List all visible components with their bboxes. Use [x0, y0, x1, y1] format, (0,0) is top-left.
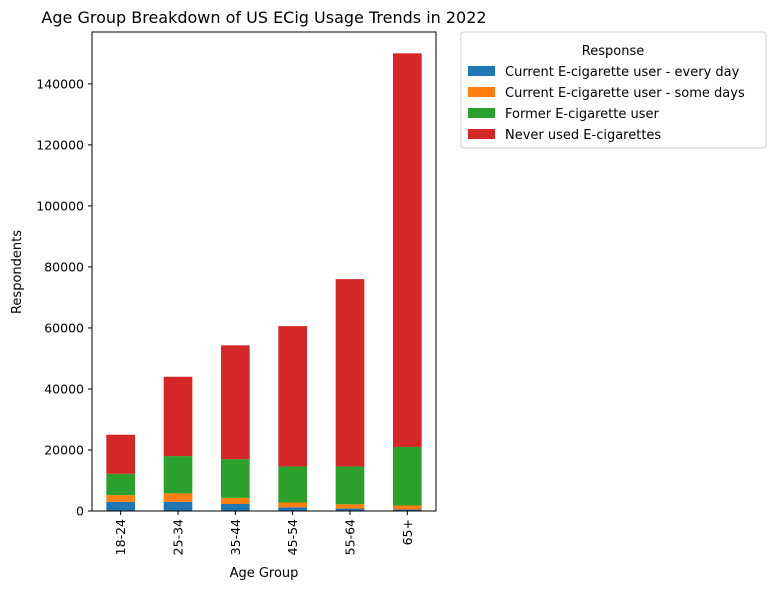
- x-tick-label: 45-54: [285, 519, 300, 555]
- bar-45-54-series-0: [278, 507, 307, 511]
- bar-45-54-series-1: [278, 502, 307, 508]
- bar-65+-series-1: [393, 505, 422, 510]
- bar-65+-series-2: [393, 446, 422, 506]
- legend-label: Current E-cigarette user - every day: [505, 65, 740, 80]
- bar-18-24-series-3: [106, 434, 135, 474]
- bar-25-34-series-2: [163, 456, 193, 494]
- bar-55-64-series-2: [335, 466, 365, 505]
- y-tick-label: 60000: [44, 320, 84, 335]
- bar-35-44-series-1: [221, 497, 250, 504]
- legend-swatch: [468, 66, 495, 76]
- plot-frame: [91, 31, 437, 512]
- x-tick-label: 35-44: [228, 519, 243, 555]
- bar-18-24-series-2: [106, 473, 135, 496]
- x-tick-label: 55-64: [343, 519, 358, 555]
- y-tick-label: 40000: [44, 381, 84, 396]
- bar-25-34-series-3: [163, 376, 193, 457]
- x-tick-label: 18-24: [113, 519, 128, 555]
- legend-label: Former E-cigarette user: [505, 107, 659, 122]
- legend-swatch: [468, 108, 495, 118]
- axes-layer: 0 20000 40000 60000 80000 100000 120000 140000 1…: [36, 31, 437, 555]
- bar-18-24-series-1: [106, 495, 135, 502]
- bars-layer: [106, 53, 422, 511]
- bar-65+-series-3: [393, 53, 422, 447]
- bar-55-64-series-3: [335, 279, 365, 467]
- x-tick-label: 65+: [400, 519, 415, 545]
- y-tick-label: 20000: [44, 442, 84, 457]
- y-tick-label: 80000: [44, 259, 84, 274]
- legend-swatch: [468, 87, 495, 97]
- bar-35-44-series-2: [221, 459, 250, 498]
- x-axis-label: Age Group: [230, 566, 299, 581]
- bar-35-44-series-3: [221, 345, 250, 460]
- bar-55-64-series-1: [335, 504, 365, 509]
- bar-25-34-series-0: [163, 501, 193, 511]
- bar-18-24-series-0: [106, 501, 135, 511]
- chart-title: Age Group Breakdown of US ECig Usage Tre…: [41, 8, 486, 27]
- y-tick-label: 100000: [36, 198, 84, 213]
- legend-items: Current E-cigarette user - every day Curr…: [468, 65, 745, 143]
- bar-25-34-series-1: [163, 493, 193, 502]
- y-tick-label: 120000: [36, 137, 84, 152]
- y-axis-label: Respondents: [10, 230, 25, 314]
- y-tick-label: 0: [76, 504, 84, 519]
- x-tick-label: 25-34: [171, 519, 186, 555]
- bar-65+-series-0: [393, 509, 422, 511]
- legend-title: Response: [582, 44, 644, 59]
- y-tick-label: 140000: [36, 76, 84, 91]
- bar-45-54-series-3: [278, 326, 307, 467]
- legend-label: Current E-cigarette user - some days: [505, 86, 745, 101]
- legend-frame: [460, 31, 767, 149]
- bar-45-54-series-2: [278, 466, 307, 503]
- legend: Response Current E-cigarette user - ever…: [460, 31, 767, 149]
- bar-55-64-series-0: [335, 508, 365, 511]
- bar-35-44-series-0: [221, 503, 250, 511]
- legend-swatch: [468, 129, 495, 139]
- legend-label: Never used E-cigarettes: [505, 128, 661, 143]
